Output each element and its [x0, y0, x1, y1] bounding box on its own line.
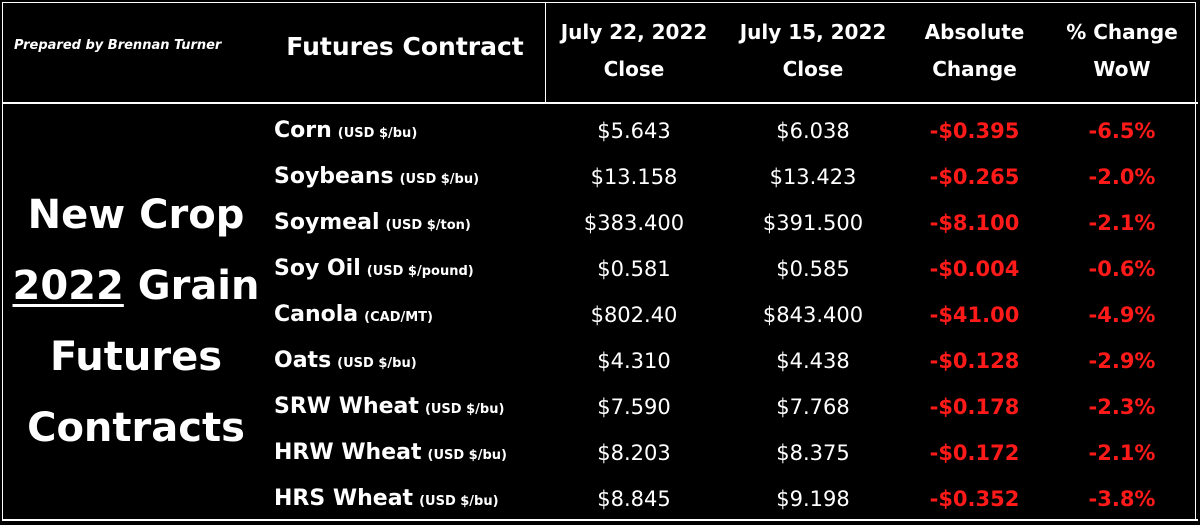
col-header-jul15-line2: Close: [782, 57, 844, 81]
jul15-close-cell: $6.038: [776, 119, 850, 143]
jul22-close-cell: $7.590: [597, 395, 671, 419]
contract-name-cell: Soy Oil (USD $/pound): [274, 246, 474, 292]
col-header-jul15: July 15, 2022 Close: [724, 14, 902, 88]
contract-name-cell: SRW Wheat (USD $/bu): [274, 384, 504, 430]
contract-name: HRW Wheat: [274, 440, 422, 465]
col-header-pct-line1: % Change: [1066, 20, 1178, 44]
jul15-close-cell: $13.423: [769, 165, 857, 189]
table-row: SRW Wheat (USD $/bu) $7.590 $7.768 -$0.178 -2…: [0, 384, 1200, 430]
contract-name-cell: Soymeal (USD $/ton): [274, 200, 471, 246]
col-header-absolute-change: Absolute Change: [902, 14, 1047, 88]
jul15-close-cell: $843.400: [762, 303, 864, 327]
jul22-close-cell: $8.845: [597, 487, 671, 511]
side-title-grain: Grain: [123, 263, 260, 309]
contract-unit: (USD $/ton): [385, 218, 471, 233]
table-row: HRS Wheat (USD $/bu) $8.845 $9.198 -$0.352 -3…: [0, 476, 1200, 522]
absolute-change-cell: -$0.004: [929, 257, 1020, 281]
absolute-change-cell: -$41.00: [929, 303, 1020, 327]
table-row: Soy Oil (USD $/pound) $0.581 $0.585 -$0.004 -…: [0, 246, 1200, 292]
side-title-line2: 2022 Grain: [2, 251, 270, 322]
col-header-abs-line2: Change: [932, 57, 1017, 81]
col-header-jul22-line2: Close: [603, 57, 665, 81]
bottom-divider: [2, 519, 1198, 521]
pct-change-cell: -2.0%: [1088, 165, 1156, 189]
jul22-close-cell: $8.203: [597, 441, 671, 465]
contract-unit: (CAD/MT): [364, 310, 433, 325]
contract-name: Oats: [274, 348, 332, 373]
table-row: Oats (USD $/bu) $4.310 $4.438 -$0.128 -2.9%: [0, 338, 1200, 384]
table-body: Corn (USD $/bu) $5.643 $6.038 -$0.395 -6.5% So…: [0, 108, 1200, 522]
contract-name-cell: Canola (CAD/MT): [274, 292, 433, 338]
jul22-close-cell: $4.310: [597, 349, 671, 373]
absolute-change-cell: -$0.178: [929, 395, 1020, 419]
pct-change-cell: -2.1%: [1088, 441, 1156, 465]
jul15-close-cell: $8.375: [776, 441, 850, 465]
side-title: New Crop 2022 Grain Futures Contracts: [2, 180, 270, 464]
contract-unit: (USD $/bu): [419, 494, 499, 509]
contract-name-cell: Corn (USD $/bu): [274, 108, 417, 154]
col-header-abs-line1: Absolute: [924, 20, 1025, 44]
jul22-close-cell: $0.581: [597, 257, 671, 281]
jul15-close-cell: $4.438: [776, 349, 850, 373]
contract-unit: (USD $/bu): [399, 172, 480, 187]
contract-unit: (USD $/pound): [366, 264, 474, 279]
absolute-change-cell: -$0.265: [929, 165, 1020, 189]
contract-unit: (USD $/bu): [424, 402, 505, 417]
contract-name: SRW Wheat: [274, 394, 419, 419]
contract-name-cell: Soybeans (USD $/bu): [274, 154, 479, 200]
prepared-by-credit: Prepared by Brennan Turner: [14, 38, 222, 53]
absolute-change-cell: -$0.352: [929, 487, 1020, 511]
side-title-year: 2022: [12, 263, 124, 309]
futures-contract-header: Futures Contract: [286, 32, 524, 61]
contract-name: HRS Wheat: [274, 486, 414, 511]
table-row: Corn (USD $/bu) $5.643 $6.038 -$0.395 -6.5%: [0, 108, 1200, 154]
jul22-close-cell: $13.158: [590, 165, 678, 189]
jul22-close-cell: $5.643: [597, 119, 671, 143]
table-row: Canola (CAD/MT) $802.40 $843.400 -$41.00 -4.9…: [0, 292, 1200, 338]
jul15-close-cell: $7.768: [776, 395, 850, 419]
contract-name-cell: HRS Wheat (USD $/bu): [274, 476, 499, 522]
jul15-close-cell: $0.585: [776, 257, 850, 281]
pct-change-cell: -4.9%: [1088, 303, 1156, 327]
side-title-line4: Contracts: [27, 405, 245, 451]
contract-name: Corn: [274, 118, 332, 143]
header-divider: [2, 102, 1198, 104]
col-header-jul15-line1: July 15, 2022: [739, 20, 887, 44]
jul15-close-cell: $391.500: [762, 211, 864, 235]
contract-name-cell: Oats (USD $/bu): [274, 338, 417, 384]
side-title-line3: Futures: [49, 334, 223, 380]
contract-name: Canola: [274, 302, 359, 327]
pct-change-cell: -3.8%: [1088, 487, 1156, 511]
jul22-close-cell: $802.40: [590, 303, 678, 327]
contract-name-cell: HRW Wheat (USD $/bu): [274, 430, 507, 476]
absolute-change-cell: -$0.172: [929, 441, 1020, 465]
table-row: Soybeans (USD $/bu) $13.158 $13.423 -$0.265 -…: [0, 154, 1200, 200]
absolute-change-cell: -$0.128: [929, 349, 1020, 373]
table-row: HRW Wheat (USD $/bu) $8.203 $8.375 -$0.172 -2…: [0, 430, 1200, 476]
header-vertical-divider: [545, 2, 546, 102]
side-title-line1: New Crop: [27, 192, 245, 238]
pct-change-cell: -2.1%: [1088, 211, 1156, 235]
contract-unit: (USD $/bu): [427, 448, 507, 463]
contract-name: Soybeans: [274, 164, 394, 189]
pct-change-cell: -2.3%: [1088, 395, 1156, 419]
col-header-pct-change: % Change WoW: [1048, 14, 1196, 88]
contract-unit: (USD $/bu): [337, 356, 417, 371]
table-row: Soymeal (USD $/ton) $383.400 $391.500 -$8.10…: [0, 200, 1200, 246]
contract-name: Soymeal: [274, 210, 380, 235]
absolute-change-cell: -$8.100: [929, 211, 1020, 235]
jul22-close-cell: $383.400: [583, 211, 685, 235]
col-header-jul22: July 22, 2022 Close: [545, 14, 723, 88]
col-header-jul22-line1: July 22, 2022: [560, 20, 708, 44]
pct-change-cell: -2.9%: [1088, 349, 1156, 373]
col-header-pct-line2: WoW: [1093, 57, 1151, 81]
jul15-close-cell: $9.198: [776, 487, 850, 511]
pct-change-cell: -6.5%: [1088, 119, 1156, 143]
absolute-change-cell: -$0.395: [929, 119, 1020, 143]
contract-name: Soy Oil: [274, 256, 361, 281]
pct-change-cell: -0.6%: [1088, 257, 1156, 281]
contract-unit: (USD $/bu): [337, 126, 418, 141]
